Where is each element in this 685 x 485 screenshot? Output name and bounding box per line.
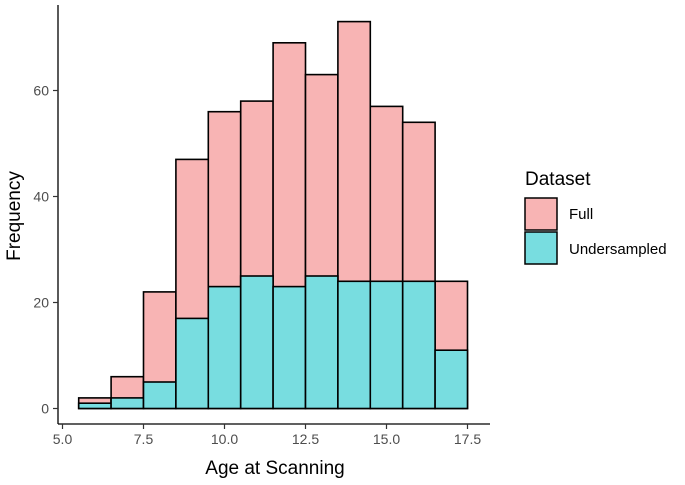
- x-tick-label-0: 5.0: [53, 431, 73, 447]
- y-tick-label-0: 0: [41, 401, 49, 417]
- y-tick-label-1: 20: [33, 295, 49, 311]
- x-tick-label-4: 15.0: [373, 431, 400, 447]
- bar-undersampled-10: [401, 280, 436, 410]
- legend-key-full: [524, 197, 558, 231]
- legend: Dataset Full Undersampled: [524, 169, 667, 265]
- legend-label-full: Full: [569, 206, 593, 223]
- x-tick-label-1: 7.5: [134, 431, 154, 447]
- legend-title: Dataset: [525, 169, 591, 190]
- bar-undersampled-4: [207, 285, 242, 410]
- x-tick-label-3: 12.5: [292, 431, 319, 447]
- axes: 0 20 40 60 5.0 7.5 10.0 12.5 15.0 17.5: [33, 5, 490, 447]
- bar-undersampled-3: [175, 317, 210, 410]
- x-axis-title: Age at Scanning: [205, 458, 344, 479]
- bar-undersampled-2: [142, 381, 177, 410]
- bar-undersampled-5: [239, 275, 274, 410]
- bar-undersampled-9: [369, 280, 404, 410]
- bar-undersampled-1: [110, 397, 145, 410]
- legend-label-undersampled: Undersampled: [569, 241, 667, 258]
- y-tick-label-3: 60: [33, 83, 49, 99]
- bar-undersampled-11: [434, 349, 469, 410]
- bar-undersampled-8: [337, 280, 372, 410]
- legend-key-undersampled: [524, 231, 558, 265]
- bar-undersampled-0: [77, 402, 112, 410]
- undersampled-bars: [77, 275, 469, 410]
- y-axis-title: Frequency: [4, 171, 25, 261]
- bar-undersampled-6: [272, 285, 307, 410]
- y-tick-label-2: 40: [33, 189, 49, 205]
- x-tick-label-5: 17.5: [454, 431, 481, 447]
- bar-undersampled-7: [304, 275, 339, 410]
- x-tick-label-2: 10.0: [211, 431, 238, 447]
